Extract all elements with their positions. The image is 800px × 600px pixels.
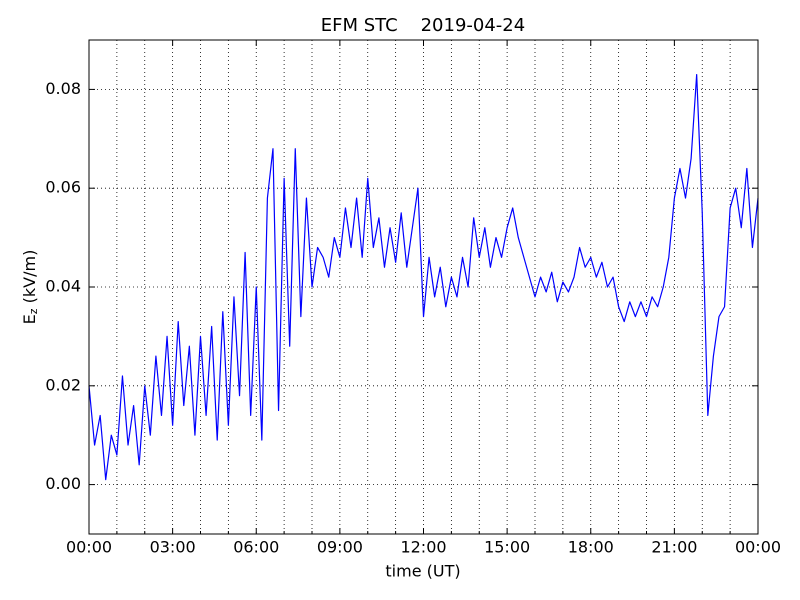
x-tick-label: 12:00: [400, 538, 446, 557]
x-tick-label: 06:00: [233, 538, 279, 557]
x-axis-label: time (UT): [385, 562, 460, 581]
x-tick-label: 00:00: [735, 538, 781, 557]
x-tick-label: 00:00: [66, 538, 112, 557]
x-tick-label: 21:00: [651, 538, 697, 557]
y-axis-label-main: E: [20, 314, 39, 324]
x-tick-label: 15:00: [484, 538, 530, 557]
x-tick-label: 18:00: [568, 538, 614, 557]
chart-title: EFM STC 2019-04-24: [321, 15, 525, 36]
y-axis-label-sub: z: [27, 308, 40, 314]
y-tick-label: 0.06: [45, 178, 81, 197]
y-tick-label: 0.08: [45, 79, 81, 98]
data-line: [88, 73, 759, 481]
y-tick-label: 0.04: [45, 277, 81, 296]
y-tick-label: 0.02: [45, 375, 81, 394]
y-tick-label: 0.00: [45, 474, 81, 493]
y-axis-label: Ez (kV/m): [20, 250, 41, 325]
x-tick-label: 09:00: [317, 538, 363, 557]
x-tick-label: 03:00: [150, 538, 196, 557]
plot-frame: [88, 39, 759, 535]
y-axis-label-rest: (kV/m): [20, 250, 39, 309]
